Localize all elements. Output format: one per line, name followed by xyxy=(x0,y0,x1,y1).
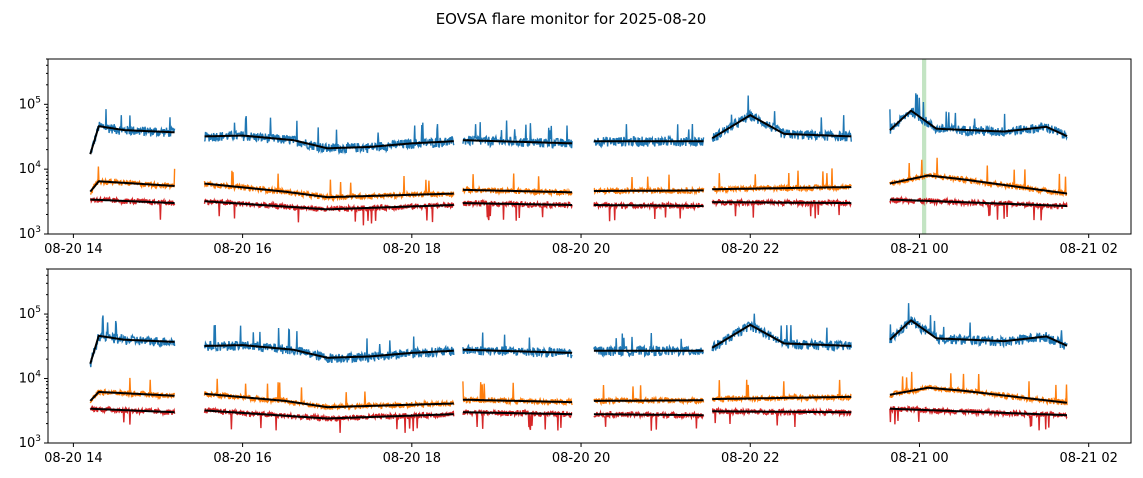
high-frequency-channel-smoothed-line xyxy=(89,109,1068,155)
y-tick-label: 103 xyxy=(19,434,41,451)
high-frequency-channel-line xyxy=(89,93,1068,156)
x-tick-label: 08-20 18 xyxy=(383,242,441,257)
plot-area xyxy=(89,59,1068,234)
high-frequency-channel-line xyxy=(89,303,1068,368)
axes-frame xyxy=(47,58,1132,235)
low-frequency-channel-smoothed-line xyxy=(90,407,1067,420)
mid-frequency-channel-line xyxy=(90,157,1068,203)
flare-highlight-band xyxy=(922,59,927,234)
low-frequency-channel-smoothed-line xyxy=(90,198,1067,211)
mid-frequency-channel-line xyxy=(89,371,1068,411)
x-tick-label: 08-21 00 xyxy=(890,242,948,257)
axes-frame xyxy=(47,268,1132,444)
y-tick-label: 104 xyxy=(19,160,42,177)
figure-title: EOVSA flare monitor for 2025-08-20 xyxy=(436,10,707,28)
y-tick-label: 104 xyxy=(19,370,42,387)
x-tick-label: 08-20 16 xyxy=(213,451,271,466)
mid-frequency-channel-smoothed-line xyxy=(89,174,1067,199)
x-tick-label: 08-20 22 xyxy=(721,242,779,257)
y-tick-label: 105 xyxy=(19,305,41,322)
panel-top: 08-20 14 08-20 16 08-20 18 08-20 20 08-20 22… xyxy=(19,58,1132,257)
x-tick-label: 08-21 00 xyxy=(890,451,948,466)
plot-area xyxy=(89,303,1068,433)
y-tick-label: 103 xyxy=(19,225,41,242)
x-tick-label: 08-20 20 xyxy=(552,451,610,466)
x-tick-label: 08-20 20 xyxy=(552,242,610,257)
y-tick-label: 105 xyxy=(19,95,41,112)
high-frequency-channel-smoothed-line xyxy=(89,319,1068,364)
x-tick-label: 08-21 02 xyxy=(1059,242,1117,257)
x-tick-label: 08-20 22 xyxy=(721,451,779,466)
x-tick-label: 08-20 18 xyxy=(383,451,441,466)
x-tick-label: 08-21 02 xyxy=(1059,451,1117,466)
x-tick-label: 08-20 14 xyxy=(44,451,102,466)
panel-bottom: 08-20 14 08-20 16 08-20 18 08-20 20 08-20 22… xyxy=(19,268,1132,466)
x-tick-label: 08-20 14 xyxy=(44,242,102,257)
x-tick-label: 08-20 16 xyxy=(213,242,271,257)
mid-frequency-channel-smoothed-line xyxy=(89,386,1068,409)
